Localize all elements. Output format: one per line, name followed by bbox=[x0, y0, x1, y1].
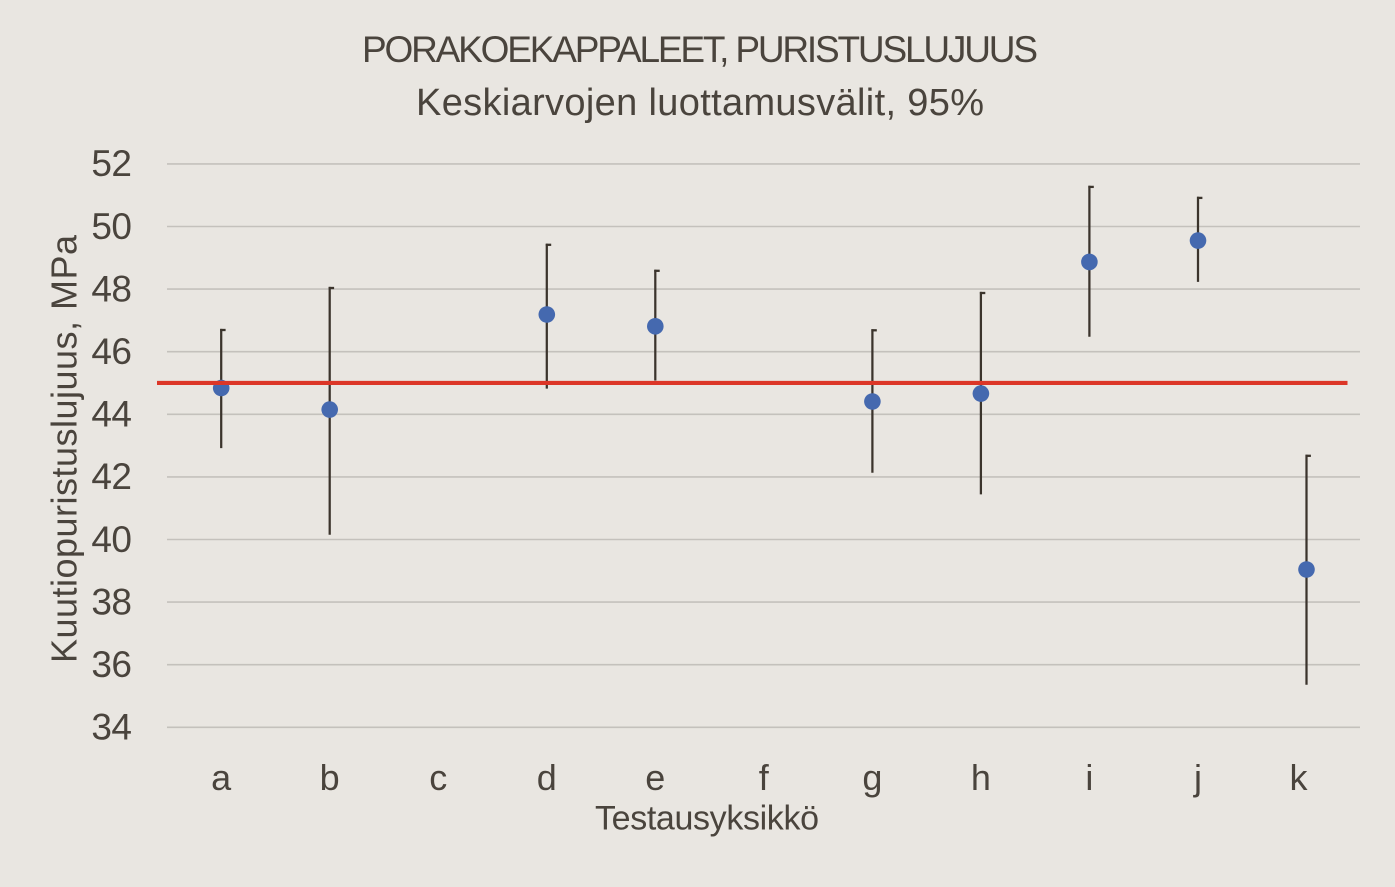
svg-text:44: 44 bbox=[91, 394, 131, 435]
svg-text:50: 50 bbox=[91, 206, 131, 247]
svg-text:g: g bbox=[862, 757, 882, 798]
svg-text:42: 42 bbox=[91, 456, 131, 497]
svg-text:Kuutiopuristuslujuus, MPa: Kuutiopuristuslujuus, MPa bbox=[44, 234, 85, 663]
svg-text:e: e bbox=[645, 757, 665, 798]
svg-text:52: 52 bbox=[91, 143, 131, 184]
svg-text:k: k bbox=[1290, 757, 1309, 798]
svg-text:36: 36 bbox=[91, 644, 131, 685]
svg-text:b: b bbox=[320, 757, 340, 798]
svg-text:46: 46 bbox=[91, 331, 131, 372]
svg-text:i: i bbox=[1085, 757, 1093, 798]
svg-text:j: j bbox=[1193, 757, 1202, 798]
svg-text:d: d bbox=[537, 757, 557, 798]
svg-text:h: h bbox=[971, 757, 991, 798]
svg-text:f: f bbox=[759, 757, 770, 798]
svg-text:a: a bbox=[211, 757, 232, 798]
svg-text:40: 40 bbox=[91, 519, 131, 560]
svg-text:48: 48 bbox=[91, 268, 131, 309]
svg-text:34: 34 bbox=[91, 707, 131, 748]
svg-text:PORAKOEKAPPALEET, PURISTUSLUJU: PORAKOEKAPPALEET, PURISTUSLUJUUS bbox=[362, 29, 1038, 70]
svg-text:c: c bbox=[429, 757, 447, 798]
svg-text:38: 38 bbox=[91, 581, 131, 622]
svg-text:Keskiarvojen luottamusvälit, 9: Keskiarvojen luottamusvälit, 95% bbox=[416, 82, 984, 124]
svg-text:Testausyksikkö: Testausyksikkö bbox=[595, 799, 819, 837]
